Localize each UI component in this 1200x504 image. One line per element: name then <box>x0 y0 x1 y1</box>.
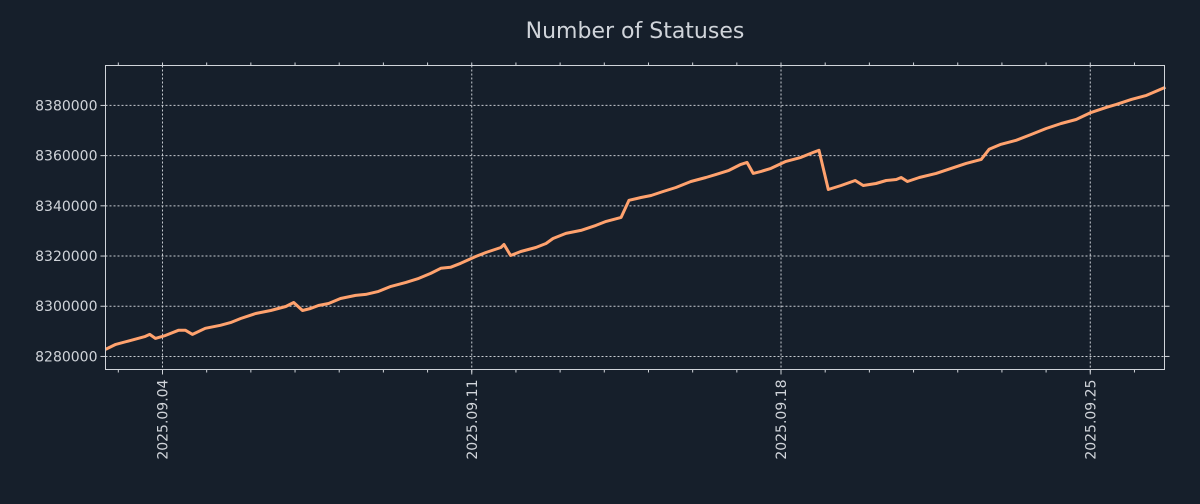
grid <box>105 65 1165 370</box>
plot-frame <box>105 65 1165 370</box>
y-tick-label: 8360000 <box>35 149 97 165</box>
series-line <box>104 85 1166 351</box>
x-tick-label: 2025.09.18 <box>774 380 790 460</box>
x-tick-label: 2025.09.25 <box>1083 380 1099 460</box>
y-tick-label: 8280000 <box>35 349 97 365</box>
x-tick-label: 2025.09.11 <box>465 379 481 459</box>
y-tick-label: 8300000 <box>35 299 97 315</box>
y-axis: 8280000 8300000 8320000 8340000 8360000 83800… <box>35 98 1170 365</box>
x-axis: 2025.09.04 2025.09.11 2025.09.18 2025.09.25 <box>117 62 1135 460</box>
chart-title: Number of Statuses <box>526 19 745 44</box>
y-tick-label: 8380000 <box>35 98 97 114</box>
y-tick-label: 8340000 <box>35 199 97 215</box>
x-tick-label: 2025.09.04 <box>155 379 171 459</box>
y-tick-label: 8320000 <box>35 249 97 265</box>
